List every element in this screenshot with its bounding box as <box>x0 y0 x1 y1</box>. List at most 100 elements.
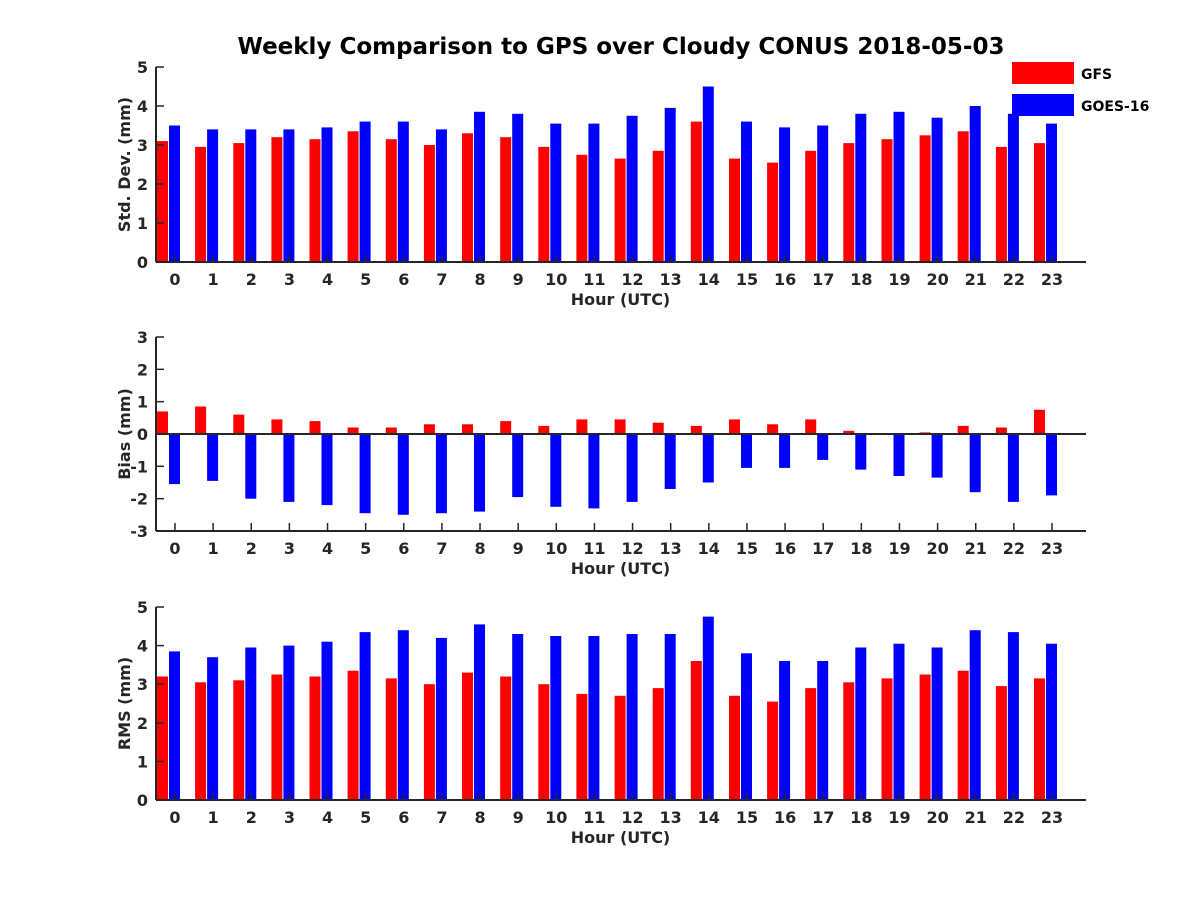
x-axis-label: Hour (UTC) <box>571 828 671 847</box>
bar-goes16-hour-13 <box>664 634 676 800</box>
y-tick-label: -1 <box>130 457 148 476</box>
x-tick-label: 6 <box>398 808 409 827</box>
x-tick-label: 10 <box>545 808 567 827</box>
x-tick-label: 22 <box>1003 270 1025 289</box>
bar-gfs-hour-3 <box>271 674 283 800</box>
bar-gfs-hour-10 <box>538 146 550 262</box>
y-tick-label: 2 <box>137 175 148 194</box>
bar-gfs-hour-0 <box>157 676 168 800</box>
bar-gfs-hour-16 <box>767 701 779 800</box>
bar-goes16-hour-18 <box>855 434 867 470</box>
bar-goes16-hour-16 <box>779 127 791 263</box>
x-tick-label: 5 <box>360 539 371 558</box>
x-tick-label: 4 <box>322 808 333 827</box>
x-tick-label: 2 <box>246 539 257 558</box>
x-tick-label: 3 <box>284 539 295 558</box>
x-tick-label: 13 <box>660 539 682 558</box>
bar-gfs-hour-20 <box>919 674 931 800</box>
bar-gfs-hour-14 <box>690 661 702 800</box>
bar-gfs-hour-12 <box>614 158 626 262</box>
x-tick-label: 16 <box>774 539 796 558</box>
x-tick-label: 8 <box>474 539 485 558</box>
bar-gfs-hour-11 <box>576 419 588 434</box>
bar-goes16-hour-21 <box>969 434 981 493</box>
x-tick-label: 12 <box>621 270 643 289</box>
bar-gfs-hour-8 <box>462 424 473 434</box>
y-tick-label: 2 <box>137 360 148 379</box>
bar-gfs-hour-21 <box>957 670 969 800</box>
bar-gfs-hour-7 <box>423 424 435 434</box>
x-tick-label: 17 <box>812 539 834 558</box>
bar-gfs-hour-8 <box>462 672 473 800</box>
chart-title: Weekly Comparison to GPS over Cloudy CON… <box>238 34 1005 60</box>
x-tick-label: 21 <box>965 270 987 289</box>
bar-goes16-hour-12 <box>626 115 638 263</box>
y-tick-label: 5 <box>137 598 148 617</box>
bar-gfs-hour-2 <box>233 414 245 434</box>
bar-goes16-hour-17 <box>817 125 829 262</box>
x-tick-label: 2 <box>246 270 257 289</box>
x-tick-label: 3 <box>284 270 295 289</box>
x-tick-label: 7 <box>436 270 447 289</box>
x-tick-label: 4 <box>322 270 333 289</box>
bar-gfs-hour-23 <box>1034 678 1045 800</box>
bar-goes16-hour-7 <box>435 129 447 262</box>
x-tick-label: 10 <box>545 539 567 558</box>
bar-gfs-hour-21 <box>957 131 969 262</box>
x-tick-label: 2 <box>246 808 257 827</box>
bar-goes16-hour-6 <box>397 434 409 515</box>
y-axis-label: RMS (mm) <box>115 657 134 750</box>
x-tick-label: 17 <box>812 270 834 289</box>
y-tick-label: 3 <box>137 136 148 155</box>
x-tick-label: 5 <box>360 270 371 289</box>
bar-gfs-hour-5 <box>347 670 359 800</box>
bar-gfs-hour-10 <box>538 684 550 800</box>
y-tick-label: 0 <box>137 791 148 810</box>
bar-gfs-hour-14 <box>690 425 702 434</box>
bar-goes16-hour-1 <box>207 657 219 800</box>
x-tick-label: 15 <box>736 539 758 558</box>
bar-goes16-hour-10 <box>550 123 562 262</box>
bar-goes16-hour-7 <box>435 434 447 514</box>
bar-gfs-hour-22 <box>995 146 1007 262</box>
x-tick-label: 0 <box>169 270 180 289</box>
y-tick-label: 4 <box>137 97 148 116</box>
bar-goes16-hour-0 <box>169 434 180 485</box>
x-tick-label: 9 <box>513 270 524 289</box>
bar-goes16-hour-13 <box>664 434 676 489</box>
bar-gfs-hour-13 <box>652 688 664 800</box>
x-tick-label: 23 <box>1041 270 1063 289</box>
bar-goes16-hour-6 <box>397 630 409 800</box>
x-tick-label: 11 <box>583 539 605 558</box>
x-tick-label: 1 <box>208 808 219 827</box>
bar-goes16-hour-9 <box>512 434 524 498</box>
bar-gfs-hour-17 <box>805 419 817 434</box>
bar-gfs-hour-13 <box>652 150 664 262</box>
bar-gfs-hour-22 <box>995 427 1007 434</box>
x-tick-label: 18 <box>850 808 872 827</box>
bar-gfs-hour-16 <box>767 162 779 262</box>
y-tick-label: 0 <box>137 425 148 444</box>
x-tick-label: 0 <box>169 539 180 558</box>
bar-gfs-hour-0 <box>157 411 168 434</box>
bar-goes16-hour-19 <box>893 111 905 262</box>
bar-goes16-hour-21 <box>969 630 981 800</box>
x-tick-label: 4 <box>322 539 333 558</box>
bar-gfs-hour-18 <box>843 430 855 434</box>
y-axis-label: Bias (mm) <box>115 388 134 480</box>
x-tick-label: 20 <box>926 808 948 827</box>
x-tick-label: 11 <box>583 270 605 289</box>
bar-goes16-hour-1 <box>207 129 219 262</box>
x-tick-label: 19 <box>888 539 910 558</box>
x-tick-label: 6 <box>398 270 409 289</box>
bar-gfs-hour-15 <box>729 419 740 434</box>
bar-goes16-hour-23 <box>1046 123 1057 262</box>
bar-gfs-hour-4 <box>309 421 321 434</box>
bar-goes16-hour-2 <box>245 434 257 499</box>
bar-gfs-hour-5 <box>347 427 359 434</box>
bar-goes16-hour-13 <box>664 107 676 263</box>
bar-gfs-hour-9 <box>500 137 512 262</box>
